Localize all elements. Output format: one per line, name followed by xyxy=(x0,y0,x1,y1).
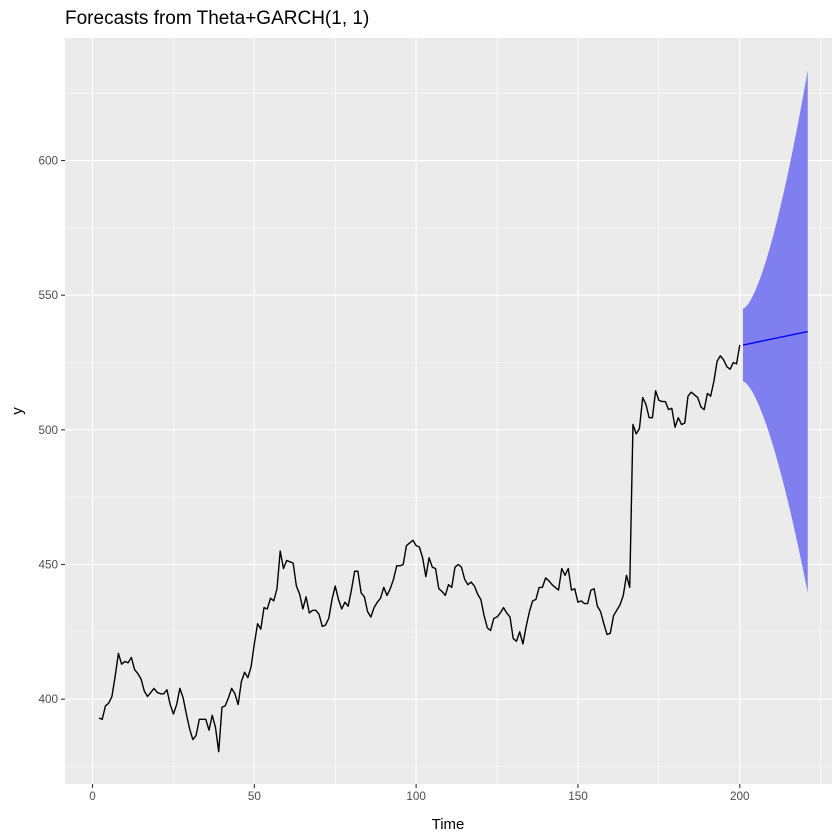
x-axis-ticks: 0 50 100 150 200 xyxy=(89,784,750,803)
y-tick-label: 550 xyxy=(38,289,58,302)
y-tick-label: 400 xyxy=(38,693,58,706)
x-tick-label: 50 xyxy=(248,790,262,803)
x-tick-label: 200 xyxy=(730,790,750,803)
y-axis-ticks: 400 450 500 550 600 xyxy=(38,155,65,706)
x-tick-label: 150 xyxy=(568,790,588,803)
y-axis-title: y xyxy=(9,407,26,415)
y-tick-label: 600 xyxy=(38,155,58,168)
x-tick-label: 100 xyxy=(406,790,426,803)
y-tick-label: 450 xyxy=(38,559,58,572)
x-axis-title: Time xyxy=(432,816,465,833)
minor-gridlines xyxy=(65,38,832,784)
plot-background xyxy=(65,38,832,784)
series-line xyxy=(98,344,741,753)
y-tick-label: 500 xyxy=(38,424,58,437)
major-gridlines xyxy=(65,38,832,784)
forecast-mean-line xyxy=(742,330,808,346)
forecast-interval-band xyxy=(743,70,808,593)
chart-title: Forecasts from Theta+GARCH(1, 1) xyxy=(65,8,369,29)
x-tick-label: 0 xyxy=(89,790,96,803)
